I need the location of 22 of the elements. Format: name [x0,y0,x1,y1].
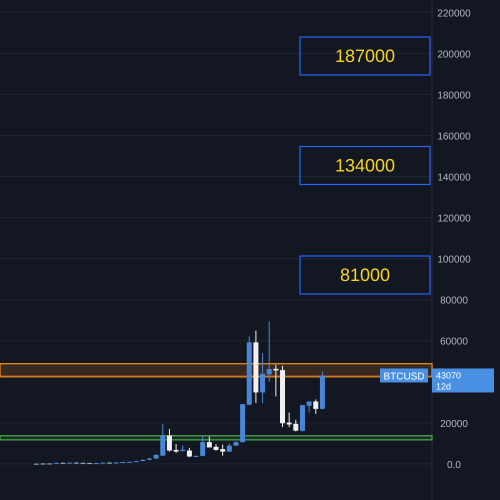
y-tick-label: 120000 [437,214,472,225]
y-tick-label: 200000 [437,49,472,60]
annotation: 187000 [334,46,396,66]
candlestick [160,423,166,457]
candlestick [200,435,206,457]
candlestick [293,419,298,432]
y-tick-label: 60000 [440,336,468,348]
y-tick-label: 100000 [437,254,472,266]
y-tick-label: 180000 [437,90,472,102]
ref-line-label: BTCUSD [383,371,425,382]
y-tick-label: 0.0 [447,460,462,471]
text: 43070 [436,370,462,380]
candlestick [186,447,192,458]
annotation: 81000 [340,265,390,285]
y-tick-label: 140000 [437,172,472,184]
y-tick-label: 80000 [440,296,468,307]
annotation: 134000 [334,156,396,176]
candlestick [313,398,318,414]
text: 12d [436,381,452,392]
y-tick-label: 160000 [437,131,472,142]
y-tick-label: 220000 [437,8,472,20]
y-tick-label: 20000 [440,418,468,430]
